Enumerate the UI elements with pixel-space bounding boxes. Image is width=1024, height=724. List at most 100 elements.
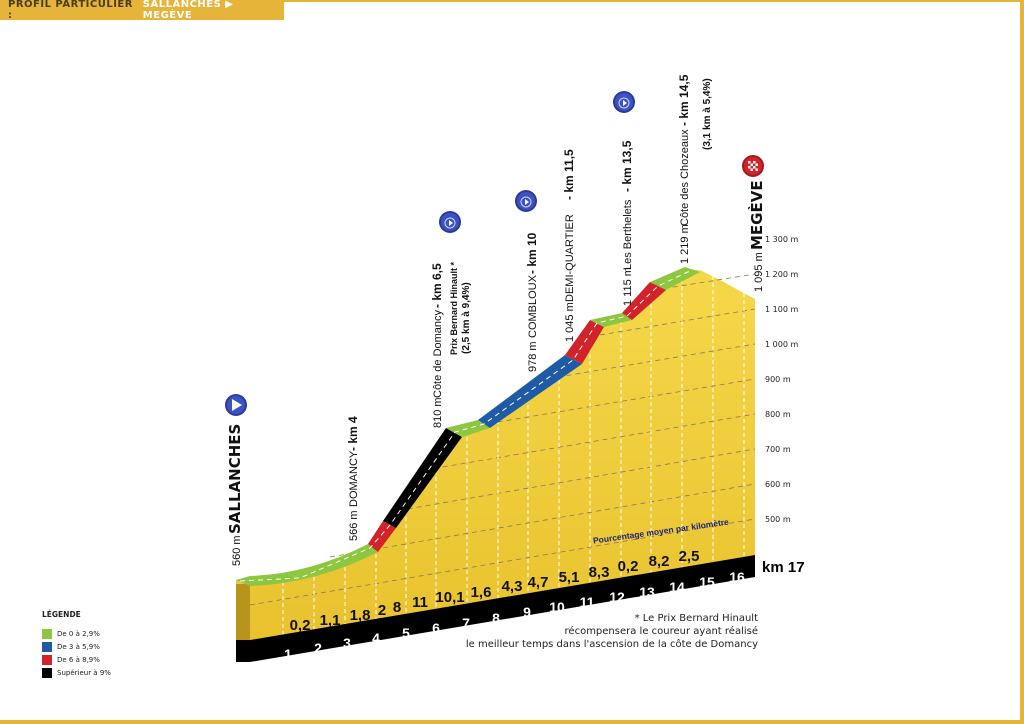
km-6: 6 [432,620,440,636]
waypoint-sallanches: 560 m SALLANCHES [226,424,244,566]
legend-swatch-black [42,667,52,678]
altitude-grid [249,273,756,606]
finish-flag-icon [742,155,764,177]
waypoint-les-berthelets: 1 115 m Les Berthelets - km 13,5 [620,140,634,306]
grade-km-3: 1,8 [350,607,371,624]
km-4: 4 [372,630,380,646]
alt-1000: 1 000 m [765,340,798,349]
legend-title: LÉGENDE [42,610,81,619]
legend-item-black: Supérieur à 9% [42,666,111,679]
km-base-band [236,555,755,662]
waypoint-domancy: 566 m DOMANCY - km 4 [346,416,360,541]
alt-1300: 1 300 m [765,235,798,244]
svg-text:Côte des Chozeaux: Côte des Chozeaux [679,129,691,226]
svg-text:- km 6,5: - km 6,5 [430,263,444,308]
legend-item-blue: De 3 à 5,9% [42,640,111,653]
road-segments [236,267,700,586]
page-title: PROFIL PARTICULIER : SALLANCHES ▶ MEGÈVE [0,0,284,21]
legend-item-red: De 6 à 8,9% [42,653,111,666]
svg-text:566 m: 566 m [348,510,360,541]
km-5: 5 [402,625,410,641]
legend-swatch-blue [42,641,52,652]
timer-icon [515,190,537,212]
alt-600: 600 m [765,480,791,489]
title-route: SALLANCHES ▶ MEGÈVE [142,0,234,21]
frame-top-line [284,0,1024,2]
alt-700: 700 m [765,445,791,454]
svg-text:- km 13,5: - km 13,5 [620,140,634,192]
waypoint-megeve: 1 095 m MEGÈVE [747,180,766,292]
grade-km-10: 4,7 [528,574,549,591]
footnote-line-3: le meilleur temps dans l'ascension de la… [465,639,758,650]
svg-text:- km 4: - km 4 [346,416,360,451]
svg-text:978 m: 978 m [527,341,539,372]
km-labels: 1 2 3 4 5 6 7 8 9 10 11 12 13 14 15 16 [284,569,745,662]
svg-text:810 m: 810 m [432,397,444,428]
segment-green-2 [446,420,490,437]
svg-text:Côte de Domancy: Côte de Domancy [432,309,444,398]
svg-text:560 m: 560 m [231,535,243,566]
km-2: 2 [314,640,322,656]
alt-900: 900 m [765,375,791,384]
svg-text:MEGÈVE: MEGÈVE [747,180,766,250]
footnote-line-1: * Le Prix Bernard Hinault [634,613,758,624]
frame-right-border [1020,0,1024,724]
footnote-line-2: récompensera le coureur ayant réalisé [564,626,758,637]
grade-km-2: 1,1 [320,612,341,629]
segment-black-1 [383,428,462,528]
grade-km-5: 8 [393,599,401,616]
altitude-axis: 500 m 600 m 700 m 800 m 900 m 1 000 m 1 … [765,235,798,524]
svg-text:- km 11,5: - km 11,5 [562,149,576,200]
waypoint-demi-quartier: 1 045 m DEMI-QUARTIER - km 11,5 [562,149,576,342]
grade-km-14: 8,2 [649,553,670,570]
waypoint-cote-de-domancy: 810 m Côte de Domancy - km 6,5 [430,263,444,428]
alt-1100: 1 100 m [765,305,798,314]
km-11: 11 [580,594,595,610]
legend-swatch-green [42,628,52,639]
km-1: 1 [284,646,292,662]
waypoint-combloux: 978 m COMBLOUX - km 10 [525,232,539,372]
grade-labels-list: 0,2 1,1 1,8 2 8 11 10,1 1,6 4,3 4,7 5,1 … [290,548,700,634]
svg-text:DEMI-QUARTIER: DEMI-QUARTIER [564,214,576,302]
svg-text:Les Berthelets: Les Berthelets [622,199,634,270]
start-icon [225,394,247,416]
alt-500: 500 m [765,515,791,524]
km-14: 14 [669,579,685,595]
segment-red-1 [368,521,396,552]
km-13: 13 [639,584,655,600]
legend: LÉGENDE De 0 à 2,9% De 3 à 5,9% De 6 à 8… [42,610,111,679]
svg-text:1 095 m: 1 095 m [753,252,765,292]
svg-text:Prix Bernard Hinault *: Prix Bernard Hinault * [449,261,459,355]
legend-item-green: De 0 à 2,9% [42,627,111,640]
timer-icon [613,91,635,113]
km-16: 16 [729,569,745,585]
km-8: 8 [492,610,500,626]
grade-km-15: 2,5 [679,548,700,565]
km-9: 9 [523,604,531,620]
km-17-label: km 17 [762,559,805,576]
km-12: 12 [609,589,625,605]
alt-800: 800 m [765,410,791,419]
segment-red-3 [622,282,666,320]
svg-text:(2,5 km à 9,4%): (2,5 km à 9,4%) [461,282,472,354]
grade-km-9: 4,3 [502,578,523,595]
waypoint-cote-des-chozeaux: 1 219 m Côte des Chozeaux - km 14,5 [677,74,691,264]
svg-text:1 219 m: 1 219 m [679,224,691,264]
svg-text:COMBLOUX: COMBLOUX [527,274,539,338]
km-grid [282,272,745,635]
svg-text:DOMANCY: DOMANCY [348,450,360,507]
waypoint-labels: 560 m SALLANCHES 566 m DOMANCY - km 4 81… [226,74,766,566]
svg-text:- km 14,5: - km 14,5 [677,74,691,126]
timer-icon [439,211,461,233]
grade-km-13: 0,2 [618,558,639,575]
grade-km-1: 0,2 [290,617,311,634]
km-3: 3 [343,635,351,651]
grade-km-6: 11 [412,594,428,611]
legend-swatch-red [42,654,52,665]
svg-text:1 045 m: 1 045 m [564,302,576,342]
grade-km-11: 5,1 [559,569,580,586]
svg-text:- km 10: - km 10 [525,232,539,274]
grade-km-12: 8,3 [589,564,610,581]
svg-text:(3,1 km à 5,4%): (3,1 km à 5,4%) [702,78,713,150]
